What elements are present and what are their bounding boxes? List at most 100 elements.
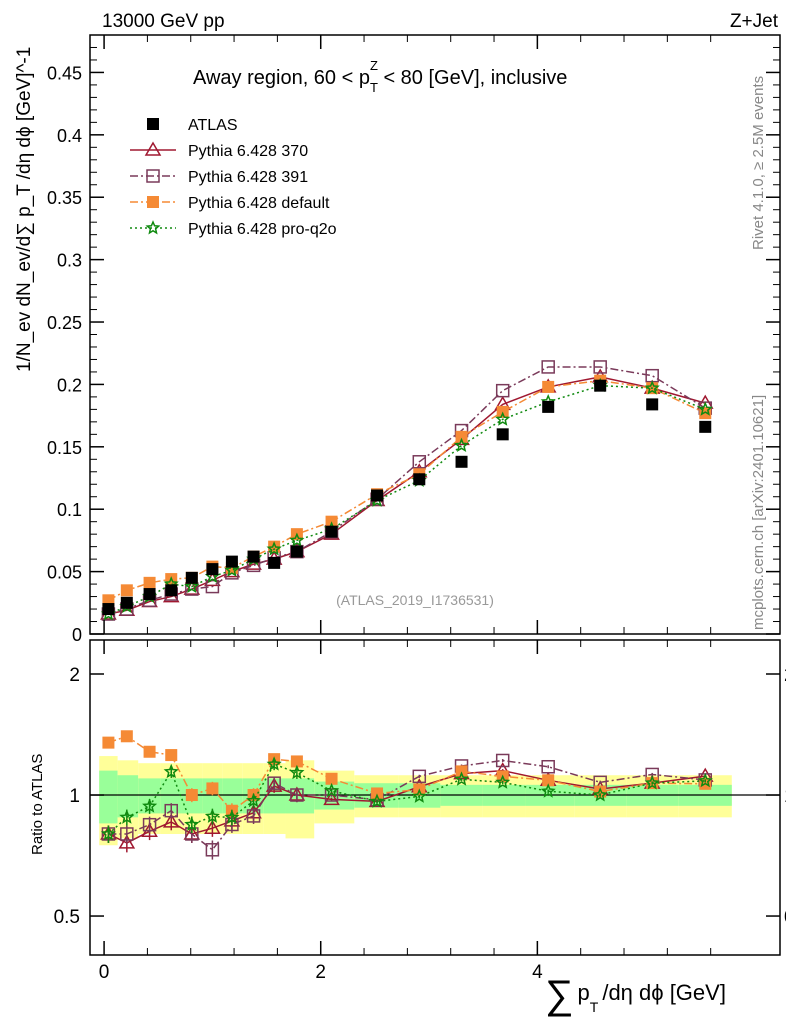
ratio-point-3 [453,771,470,786]
series-point-3 [644,380,660,395]
ratio-point-2 [102,736,115,749]
atlas-data-point [290,545,303,558]
ratio-point-0 [323,790,340,806]
ratio-point-3 [224,809,240,824]
series-line-0 [108,376,706,615]
ratio-point-2 [371,787,384,800]
series-point-3 [495,411,511,426]
series-point-2 [143,576,156,589]
y-tick-label: 0.1 [57,500,82,520]
ratio-point-3 [540,783,556,798]
series-point-0 [183,580,201,595]
atlas-data-point [325,525,338,538]
series-point-3 [289,532,305,547]
ratio-point-3 [369,793,385,808]
ratio-y-tick-label-right: 1 [784,786,786,807]
ratio-point-1 [495,753,510,768]
side-label-rivet: Rivet 4.1.0, ≥ 2.5M events [750,76,767,250]
series-point-3 [453,437,470,452]
ratio-point-3 [142,798,158,813]
ratio-y-tick-label: 1 [69,786,80,807]
ratio-point-2 [594,785,607,798]
legend-marker [147,118,159,130]
series-point-3 [697,401,713,416]
header-right: Z+Jet [730,11,779,32]
y-axis-label: 1/N_ev dN_ev/d∑ p_T /dη dϕ [GeV]^-1 [14,47,35,372]
legend-label: Pythia 6.428 370 [188,143,308,160]
ratio-point-3 [697,772,713,788]
legend-marker [145,220,161,235]
legend-marker [144,141,162,156]
legend-marker [147,196,159,208]
ratio-point-3 [184,816,200,832]
series-point-2 [542,380,555,393]
atlas-data-point [102,603,115,616]
ratio-frame [89,639,781,956]
series-point-1 [205,579,220,594]
ratio-point-2 [165,749,178,762]
series-line-1 [108,366,706,615]
atlas-data-point [268,556,281,569]
ratio-point-2 [143,745,156,758]
header-left: 13000 GeV pp [102,11,225,32]
side-label-mcplots: mcplots.cern.ch [arXiv:2401.10621] [750,395,767,630]
series-point-3 [224,562,240,577]
ratio-point-3 [495,774,511,789]
ratio-point-1 [164,803,178,818]
ratio-point-1 [142,817,157,832]
ratio-point-2 [290,755,303,768]
series-point-1 [495,383,510,398]
series-line-3 [108,384,706,615]
ratio-point-2 [542,774,555,787]
atlas-data-point [143,588,156,601]
series-point-1 [412,455,427,469]
ratio-point-1 [541,759,555,774]
ratio-point-0 [162,813,180,828]
y-tick-label: 0.05 [47,563,82,583]
ratio-point-3 [204,808,220,823]
ratio-point-1 [267,776,281,790]
legend-marker [146,169,160,183]
plot-title: Away region, 60 < pTZ < 80 [GeV], inclus… [193,58,567,95]
y-tick-label: 0.45 [47,63,82,83]
y-tick-label: 0.4 [57,126,82,146]
atlas-data-point [165,584,178,597]
ratio-point-3 [644,775,660,790]
series-point-2 [120,584,133,597]
series-point-1 [593,360,607,374]
y-tick-label: 0 [72,625,82,645]
atlas-data-point [413,473,426,486]
ratio-y-tick-label: 0.5 [54,907,80,928]
ratio-y-tick-label-right: 2 [784,665,786,686]
series-point-2 [455,430,468,443]
y-tick-label: 0.15 [47,438,82,458]
ratio-y-axis-label: Ratio to ATLAS [29,754,46,855]
ratio-point-1 [205,843,220,857]
y-tick-label: 0.2 [57,375,82,395]
y-tick-label: 0.25 [47,313,82,333]
ratio-point-3 [163,763,179,779]
ratio-point-2 [185,789,198,802]
atlas-data-point [646,398,659,411]
ratio-point-2 [206,782,219,795]
band-green [222,778,243,814]
ratio-point-1 [120,827,134,841]
y-tick-label: 0.3 [57,251,82,271]
ratio-point-3 [592,787,608,802]
x-tick-label: 4 [532,962,543,983]
ratio-point-3 [100,826,116,841]
ratio-point-1 [412,769,427,784]
series-point-1 [541,360,555,374]
atlas-data-point [542,400,555,413]
y-tick-label: 0.35 [47,188,82,208]
band-green [99,770,118,824]
ratio-point-3 [266,756,282,771]
series-line-2 [108,379,706,601]
band-green [117,775,139,818]
ratio-point-2 [325,772,338,785]
ratio-point-0 [204,819,221,834]
x-tick-label: 0 [99,962,110,983]
ratio-point-3 [246,792,262,808]
atlas-data-point [185,571,198,584]
